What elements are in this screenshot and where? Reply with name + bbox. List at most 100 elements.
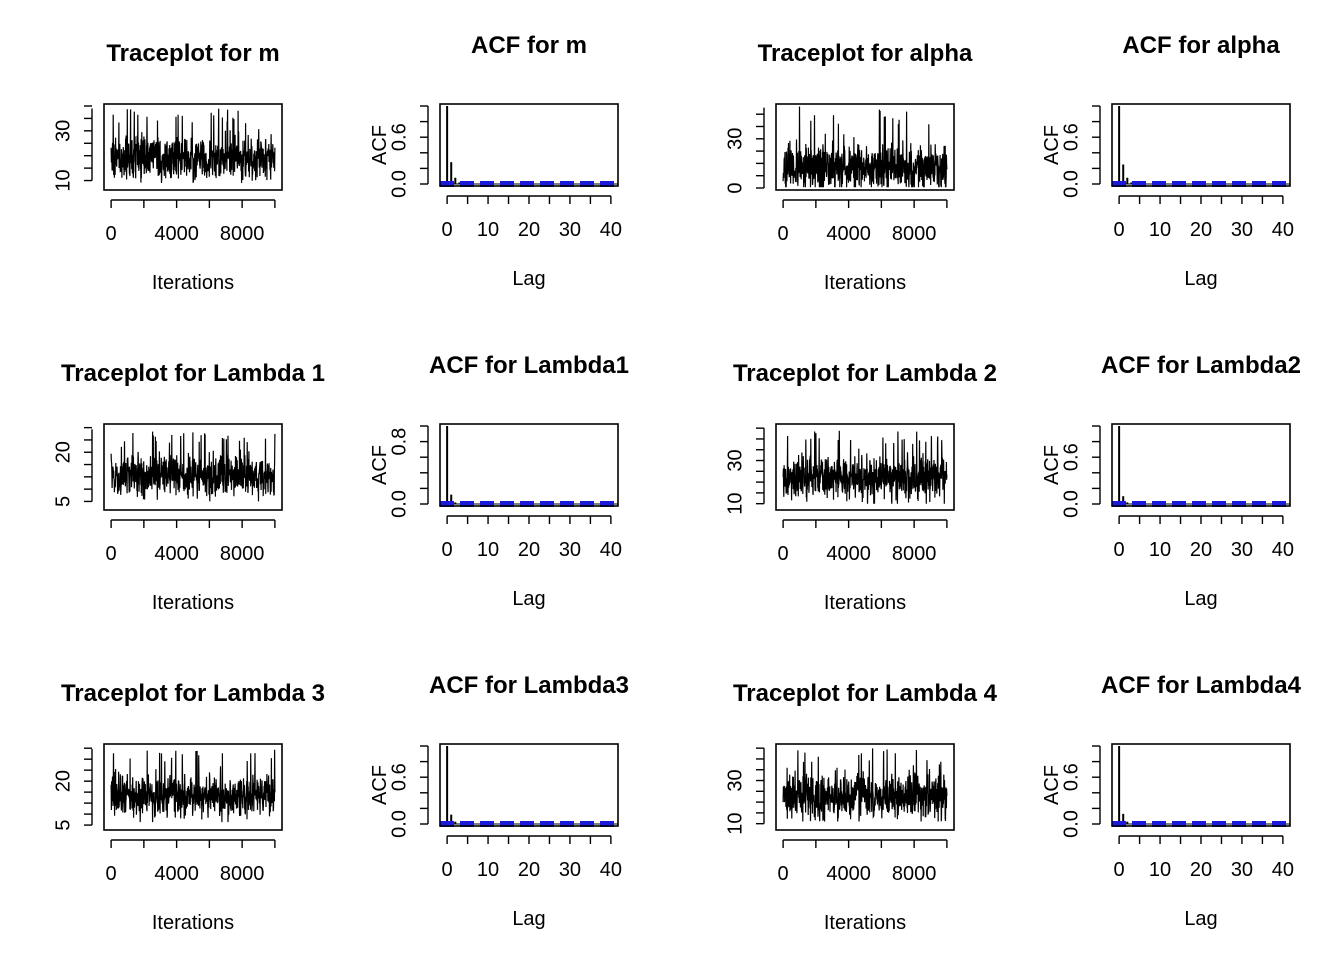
panel-trace-2: Traceplot for alpha 0 4000 8000 Iterations 0 3… — [724, 40, 973, 294]
trace-line — [110, 108, 276, 184]
x-axis-label: Iterations — [152, 912, 234, 934]
x-tick-label: 20 — [518, 219, 540, 241]
x-tick-label: 20 — [1190, 859, 1212, 881]
x-tick-label: 8000 — [220, 863, 265, 885]
panel-title: ACF for Lambda2 — [1101, 352, 1301, 379]
y-tick-label: 30 — [724, 769, 746, 791]
panel-trace-6: Traceplot for Lambda 2 0 4000 8000 Iteration… — [724, 360, 997, 614]
y-tick-label: 0.8 — [388, 428, 410, 456]
x-tick-label: 0 — [778, 863, 789, 885]
y-tick-label: 0.6 — [1060, 123, 1082, 151]
x-tick-label: 4000 — [154, 543, 199, 565]
panel-trace-8: Traceplot for Lambda 3 0 4000 8000 Iteration… — [52, 680, 325, 934]
panel-title: Traceplot for Lambda 3 — [61, 680, 325, 707]
x-tick-label: 4000 — [154, 223, 199, 245]
x-axis-label: Lag — [512, 908, 545, 930]
panel-trace-4: Traceplot for Lambda 1 0 4000 8000 Iteration… — [52, 360, 325, 614]
y-tick-label: 0.0 — [388, 490, 410, 518]
panel-trace-10: Traceplot for Lambda 4 0 4000 8000 Iteration… — [724, 680, 997, 934]
y-axis-label: ACF — [369, 765, 391, 805]
x-tick-label: 10 — [477, 859, 499, 881]
x-tick-label: 30 — [1231, 539, 1253, 561]
x-tick-label: 30 — [559, 219, 581, 241]
trace-line — [110, 749, 276, 823]
y-tick-label: 0.0 — [388, 170, 410, 198]
plot-frame — [1111, 743, 1291, 827]
y-tick-label: 5 — [52, 820, 74, 831]
x-axis-label: Iterations — [152, 272, 234, 294]
x-tick-label: 8000 — [220, 223, 265, 245]
y-axis-label: ACF — [1041, 445, 1063, 485]
plot-frame — [775, 103, 955, 191]
plot-frame — [103, 103, 283, 191]
y-tick-label: 0.6 — [388, 123, 410, 151]
y-tick-label: 30 — [724, 449, 746, 471]
y-tick-label: 20 — [52, 441, 74, 463]
x-tick-label: 30 — [1231, 859, 1253, 881]
y-tick-label: 0.0 — [1060, 810, 1082, 838]
x-tick-label: 10 — [1149, 219, 1171, 241]
x-tick-label: 40 — [1272, 219, 1294, 241]
plot-frame — [439, 103, 619, 187]
x-tick-label: 8000 — [892, 223, 937, 245]
trace-line — [782, 430, 948, 504]
panel-title: Traceplot for Lambda 2 — [733, 360, 997, 387]
x-tick-label: 8000 — [892, 863, 937, 885]
x-tick-label: 8000 — [892, 543, 937, 565]
x-tick-label: 20 — [1190, 219, 1212, 241]
panel-title: Traceplot for m — [106, 40, 279, 67]
x-tick-label: 0 — [106, 223, 117, 245]
x-tick-label: 30 — [1231, 219, 1253, 241]
plot-frame — [775, 743, 955, 831]
x-tick-label: 0 — [106, 863, 117, 885]
plot-frame — [103, 423, 283, 511]
y-axis-label: ACF — [369, 445, 391, 485]
x-tick-label: 0 — [442, 539, 453, 561]
x-axis-label: Lag — [1184, 908, 1217, 930]
plot-frame — [439, 423, 619, 507]
y-tick-label: 0.0 — [1060, 490, 1082, 518]
x-tick-label: 0 — [1114, 219, 1125, 241]
y-axis-label: ACF — [1041, 125, 1063, 165]
panel-title: Traceplot for Lambda 4 — [733, 680, 998, 707]
x-tick-label: 0 — [442, 219, 453, 241]
x-tick-label: 0 — [442, 859, 453, 881]
x-tick-label: 8000 — [220, 543, 265, 565]
y-tick-label: 10 — [52, 169, 74, 191]
x-tick-label: 20 — [518, 859, 540, 881]
panel-title: ACF for alpha — [1122, 32, 1280, 59]
y-tick-label: 10 — [724, 493, 746, 515]
y-tick-label: 0.6 — [388, 763, 410, 791]
x-tick-label: 10 — [1149, 859, 1171, 881]
x-tick-label: 0 — [1114, 859, 1125, 881]
x-tick-label: 4000 — [826, 863, 871, 885]
panel-title: Traceplot for Lambda 1 — [61, 360, 325, 387]
panel-title: ACF for Lambda4 — [1101, 672, 1302, 699]
panel-title: ACF for m — [471, 32, 587, 59]
x-tick-label: 20 — [518, 539, 540, 561]
x-tick-label: 4000 — [154, 863, 199, 885]
y-tick-label: 10 — [724, 813, 746, 835]
trace-line — [110, 431, 276, 502]
y-tick-label: 0.6 — [1060, 763, 1082, 791]
y-tick-label: 0.0 — [1060, 170, 1082, 198]
x-axis-label: Iterations — [152, 592, 234, 614]
y-tick-label: 5 — [52, 496, 74, 507]
x-tick-label: 40 — [600, 859, 622, 881]
x-tick-label: 30 — [559, 859, 581, 881]
x-tick-label: 40 — [600, 539, 622, 561]
trace-line — [782, 748, 948, 822]
x-axis-label: Iterations — [824, 912, 906, 934]
x-tick-label: 0 — [778, 223, 789, 245]
x-axis-label: Iterations — [824, 592, 906, 614]
y-tick-label: 0.6 — [1060, 443, 1082, 471]
plot-frame — [103, 743, 283, 831]
x-tick-label: 30 — [559, 539, 581, 561]
x-axis-label: Lag — [1184, 268, 1217, 290]
x-tick-label: 10 — [477, 539, 499, 561]
plot-frame — [775, 423, 955, 511]
x-tick-label: 20 — [1190, 539, 1212, 561]
